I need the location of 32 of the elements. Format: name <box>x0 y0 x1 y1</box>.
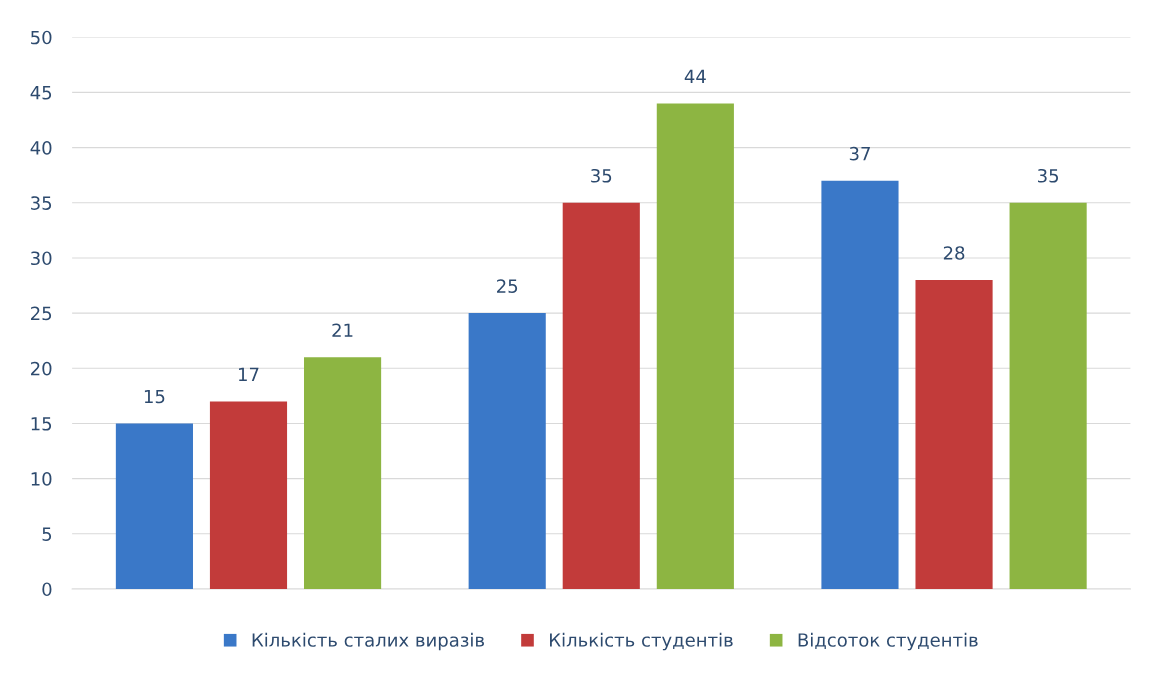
y-tick-label: 0 <box>42 582 52 597</box>
bar <box>304 357 382 589</box>
y-tick-label: 45 <box>30 86 52 100</box>
y-tick-label: 20 <box>31 361 52 376</box>
y-tick-label: 35 <box>31 196 52 210</box>
data-label: 35 <box>591 168 612 183</box>
data-label: 35 <box>1038 168 1059 183</box>
y-tick-label: 50 <box>31 30 52 45</box>
bar <box>468 313 546 589</box>
bar <box>562 202 640 589</box>
bar <box>656 103 734 589</box>
y-tick-label: 25 <box>31 306 52 321</box>
bar <box>1009 202 1087 589</box>
data-label: 17 <box>238 367 259 381</box>
y-tick-label: 40 <box>30 141 52 155</box>
legend-label: Відсоток студентів <box>798 632 978 651</box>
y-tick-label: 5 <box>42 527 52 541</box>
bar <box>915 280 993 589</box>
legend-label: Кількість студентів <box>550 632 733 651</box>
data-label: 15 <box>144 389 165 404</box>
bar <box>821 180 899 589</box>
bar <box>115 423 193 589</box>
bar <box>209 401 288 589</box>
legend-label: Кількість сталих виразів <box>252 632 484 651</box>
y-tick-label: 15 <box>31 417 52 431</box>
y-tick-label: 10 <box>31 472 52 486</box>
y-tick-label: 30 <box>31 251 52 266</box>
data-label: 37 <box>849 146 870 161</box>
data-label: 44 <box>684 69 706 84</box>
data-label: 25 <box>497 279 518 293</box>
data-label: 28 <box>943 246 965 260</box>
data-label: 21 <box>332 323 353 337</box>
